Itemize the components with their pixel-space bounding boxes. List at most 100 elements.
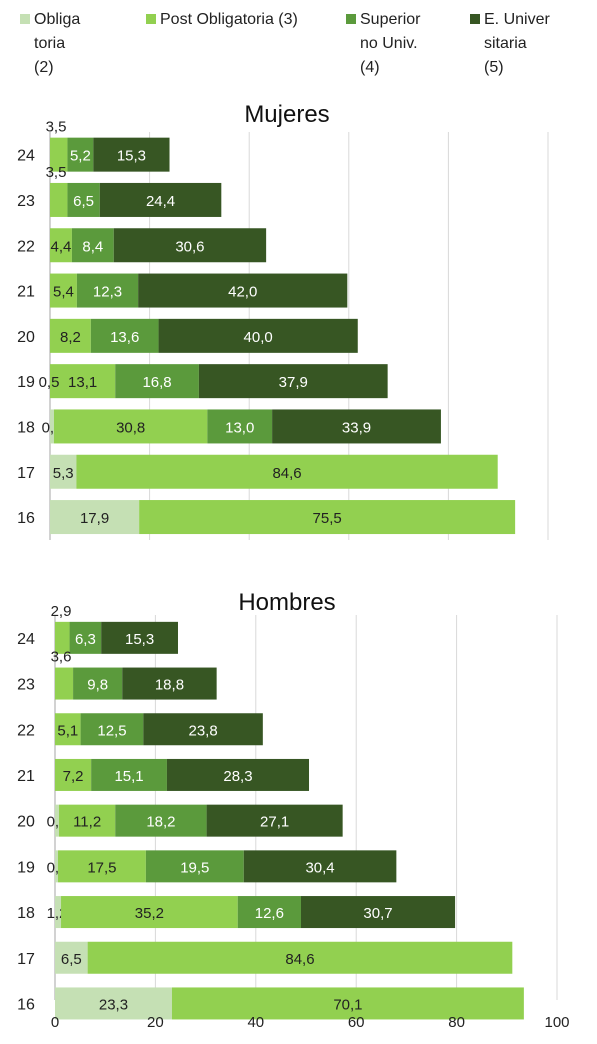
- data-label: 12,3: [93, 284, 122, 301]
- bar-segment: [76, 454, 498, 489]
- data-label: 19,5: [180, 859, 209, 876]
- bar-segment: [272, 409, 441, 444]
- legend-item: Obliga toria (2): [20, 8, 80, 80]
- data-label: 28,3: [223, 768, 252, 785]
- data-label: 84,6: [285, 951, 314, 968]
- x-tick-label: 40: [247, 1014, 264, 1031]
- data-label: 30,4: [305, 859, 334, 876]
- data-label: 40,0: [244, 329, 273, 346]
- data-label: 4,4: [51, 238, 72, 255]
- bar-segment: [80, 713, 144, 746]
- bar-segment: [50, 273, 77, 308]
- legend-item: Superior no Univ. (4): [346, 8, 420, 80]
- legend-label: E. Univer sitaria (5): [484, 11, 550, 76]
- category-label: 22: [17, 238, 35, 255]
- bar-segment: [55, 713, 81, 746]
- bar-segment: [145, 850, 244, 883]
- data-label: 17,5: [87, 859, 116, 876]
- data-label: 9,8: [87, 677, 108, 694]
- x-tick-label: 0: [51, 1014, 59, 1031]
- bar-segment: [243, 850, 397, 883]
- category-label: 23: [17, 677, 35, 694]
- bar-segment: [143, 713, 263, 746]
- bar-segment: [115, 364, 199, 399]
- bar-segment: [55, 987, 172, 1020]
- bar-segment: [91, 758, 167, 791]
- bar-segment: [113, 228, 267, 263]
- category-label: 21: [17, 284, 35, 301]
- data-label: 30,7: [363, 905, 392, 922]
- bar-segment: [171, 987, 524, 1020]
- data-label: 23,8: [188, 722, 217, 739]
- category-label: 18: [17, 905, 35, 922]
- x-tick-label: 60: [348, 1014, 365, 1031]
- chart-title: Mujeres: [244, 101, 329, 128]
- category-label: 16: [17, 510, 35, 527]
- bar-segment: [55, 896, 62, 929]
- category-label: 19: [17, 374, 35, 391]
- data-label: 30,8: [116, 419, 145, 436]
- data-label: 18,2: [146, 814, 175, 831]
- bar-segment: [139, 500, 516, 535]
- x-tick-label: 100: [544, 1014, 569, 1031]
- bar-segment: [55, 758, 92, 791]
- data-label: 15,3: [125, 631, 154, 648]
- bar-segment: [59, 804, 116, 837]
- bar-segment: [101, 621, 178, 654]
- legend-item: E. Univer sitaria (5): [470, 8, 550, 80]
- bar-segment: [50, 228, 72, 263]
- data-label: 70,1: [333, 996, 362, 1013]
- data-label: 0,5: [39, 374, 60, 391]
- data-label: 8,4: [82, 238, 103, 255]
- legend-swatch: [470, 14, 480, 24]
- x-tick-label: 20: [147, 1014, 164, 1031]
- data-label: 37,9: [279, 374, 308, 391]
- bar-segment: [55, 621, 70, 654]
- data-label: 3,6: [51, 649, 72, 666]
- bar-segment: [87, 941, 513, 974]
- data-label: 75,5: [313, 510, 342, 527]
- category-label: 17: [17, 465, 35, 482]
- legend-swatch: [346, 14, 356, 24]
- data-label: 24,4: [146, 193, 175, 210]
- chart-title: Hombres: [238, 589, 335, 616]
- legend-label: Obliga toria (2): [34, 11, 81, 76]
- data-label: 30,6: [175, 238, 204, 255]
- data-label: 33,9: [342, 419, 371, 436]
- bar-segment: [122, 667, 217, 700]
- bar-segment: [50, 364, 116, 399]
- data-label: 27,1: [260, 814, 289, 831]
- data-label: 6,3: [75, 631, 96, 648]
- data-label: 7,2: [63, 768, 84, 785]
- data-label: 18,8: [155, 677, 184, 694]
- data-label: 8,2: [60, 329, 81, 346]
- legend-label: Post Obligatoria (3): [160, 11, 298, 28]
- data-label: 84,6: [272, 465, 301, 482]
- data-label: 13,0: [225, 419, 254, 436]
- data-label: 11,2: [73, 814, 101, 831]
- legend-swatch: [146, 14, 156, 24]
- bar-segment: [90, 318, 159, 353]
- legend: Obliga toria (2) Post Obligatoria (3) Supe…: [0, 0, 597, 80]
- category-label: 24: [17, 631, 35, 648]
- bar-segment: [67, 137, 94, 172]
- category-label: 20: [17, 329, 35, 346]
- data-label: 6,5: [73, 193, 94, 210]
- bar-segment: [50, 137, 68, 172]
- category-label: 18: [17, 419, 35, 436]
- legend-swatch: [20, 14, 30, 24]
- bar-segment: [55, 804, 60, 837]
- bar-segment: [50, 318, 91, 353]
- data-label: 17,9: [80, 510, 109, 527]
- category-label: 23: [17, 193, 35, 210]
- data-label: 42,0: [228, 284, 257, 301]
- bar-segment: [58, 850, 146, 883]
- bar-segment: [166, 758, 310, 791]
- bar-segment: [76, 273, 139, 308]
- data-label: 5,2: [70, 148, 91, 165]
- x-tick-label: 80: [448, 1014, 465, 1031]
- bar-segment: [71, 228, 114, 263]
- bar-segment: [69, 621, 102, 654]
- bar-segment: [55, 850, 59, 883]
- data-label: 5,1: [57, 722, 78, 739]
